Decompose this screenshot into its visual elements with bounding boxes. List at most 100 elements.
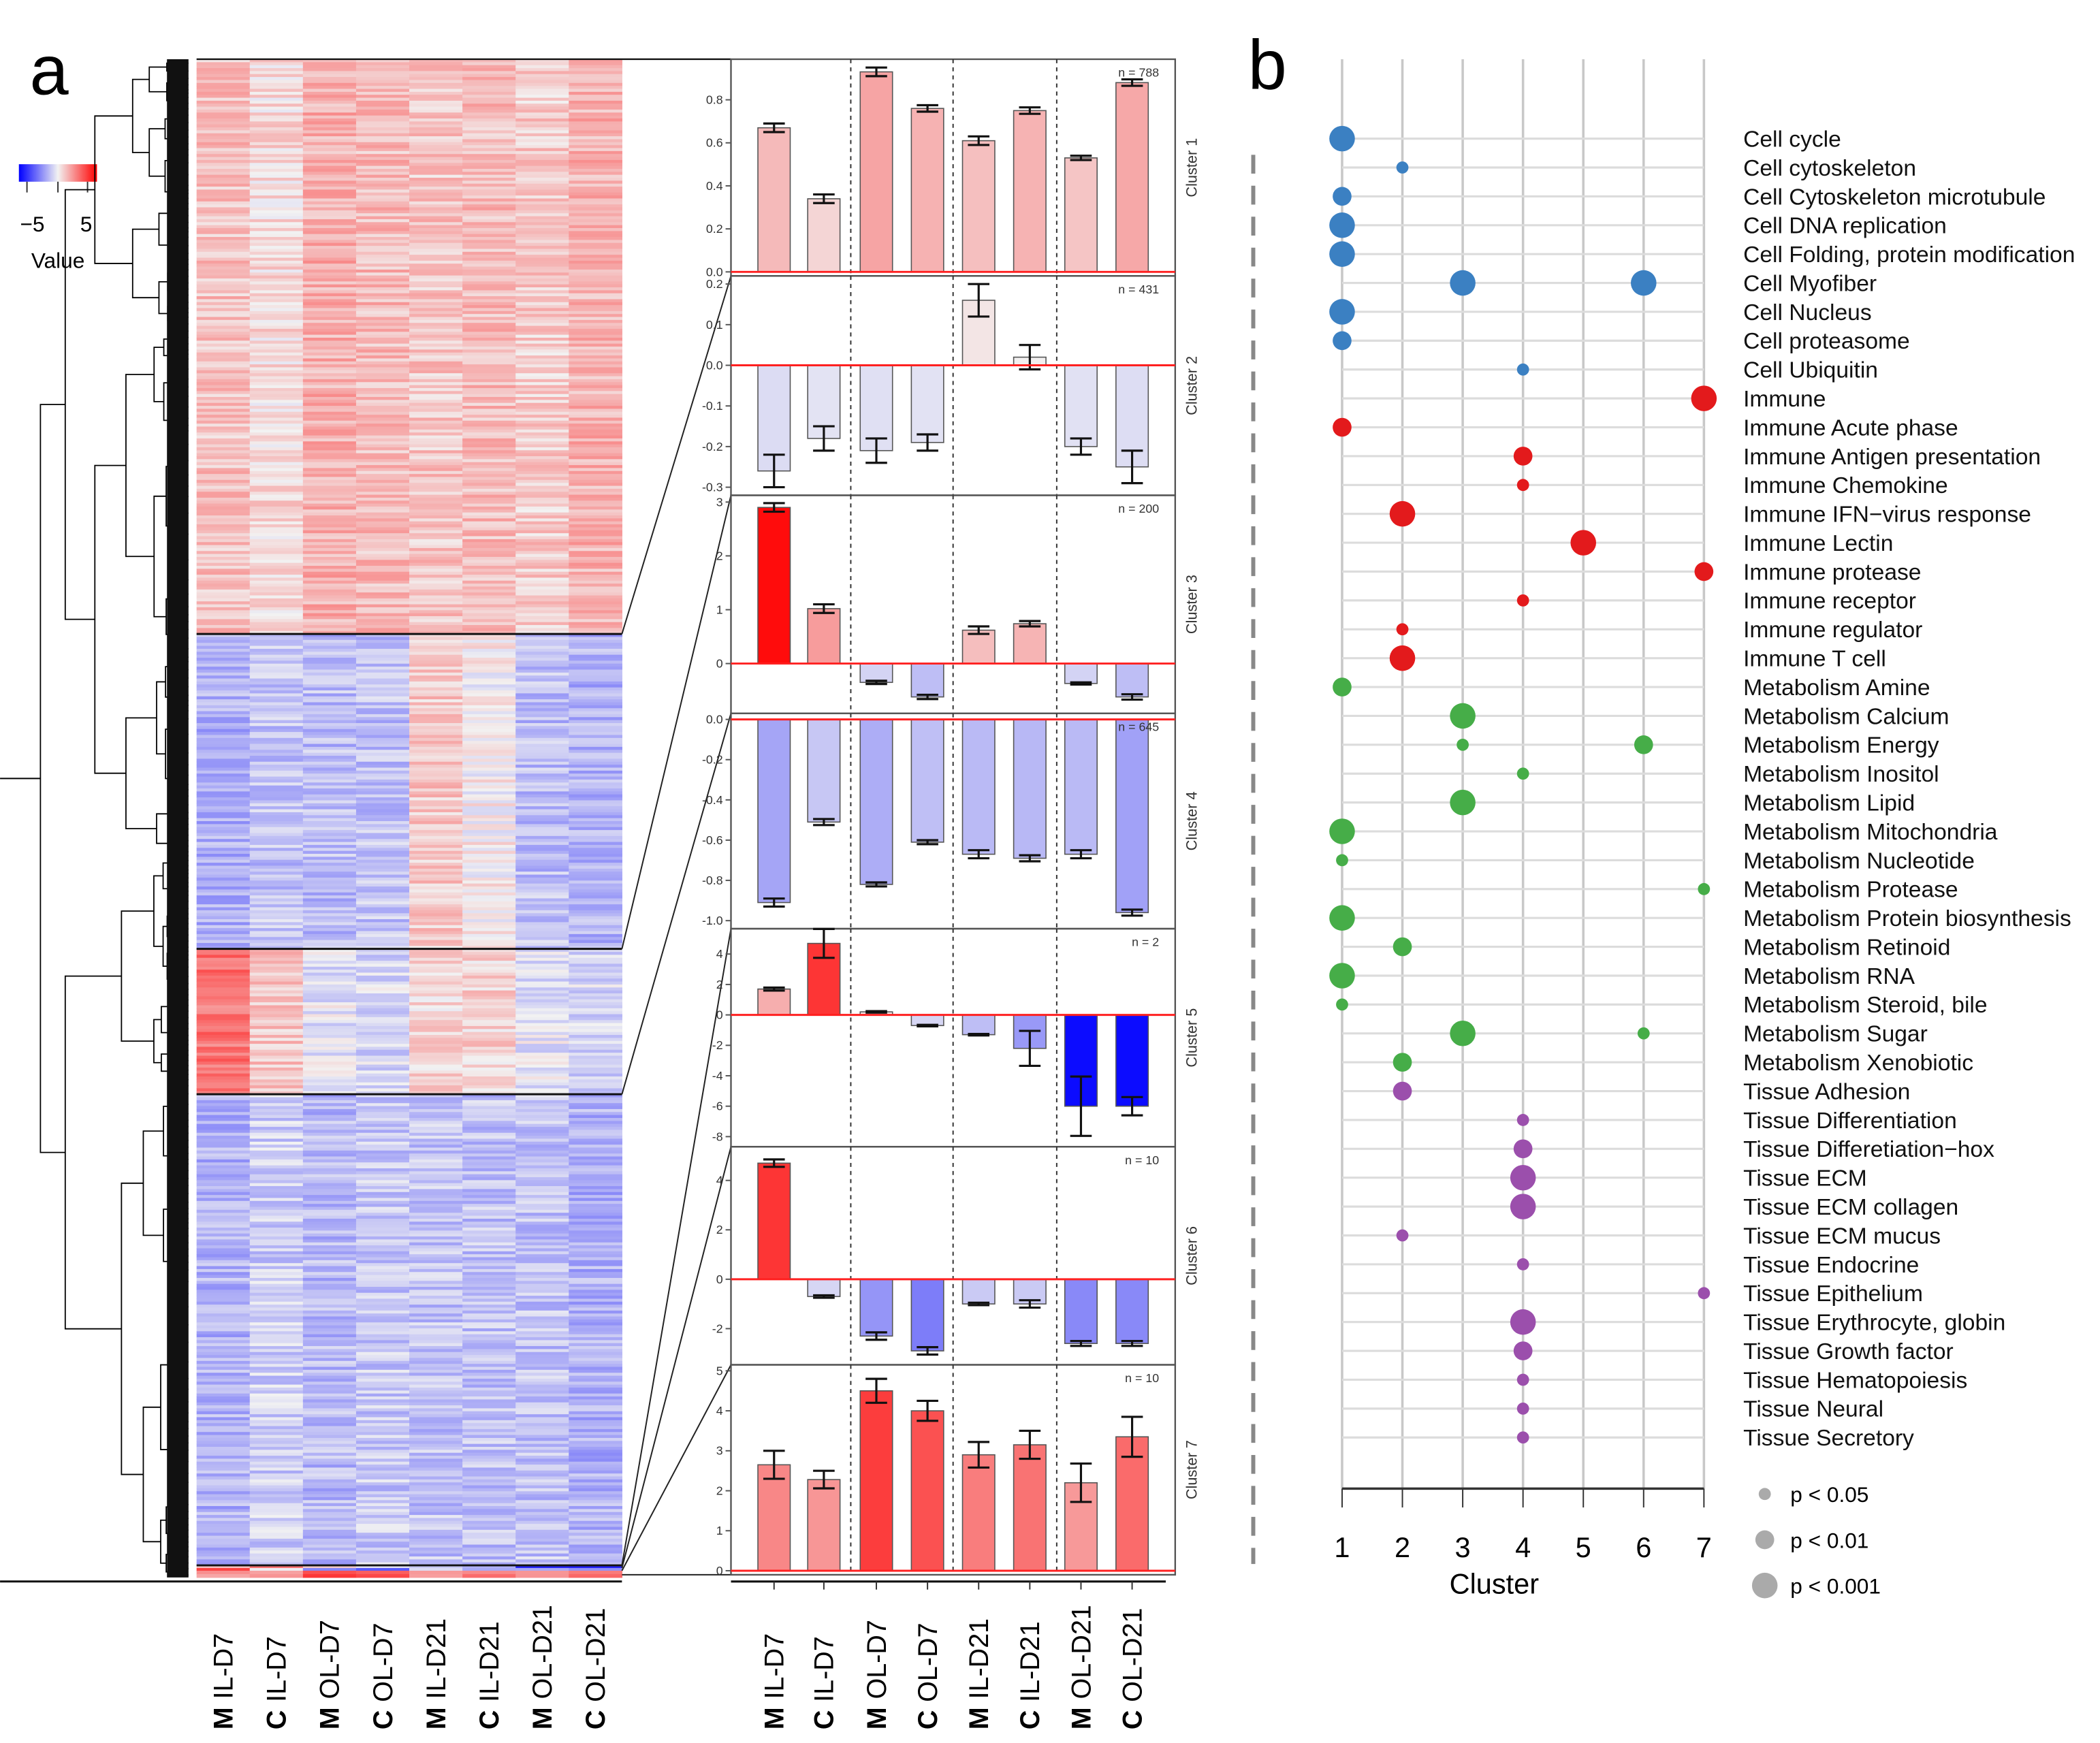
- heatmap-cell: [462, 62, 516, 66]
- heatmap-cell: [569, 91, 622, 95]
- heatmap-cell: [249, 263, 304, 268]
- heatmap-cell: [515, 1399, 569, 1403]
- heatmap-cell: [409, 761, 463, 765]
- heatmap-cell: [462, 1443, 516, 1448]
- heatmap-cell: [409, 652, 463, 656]
- heatmap-cell: [409, 1209, 463, 1213]
- heatmap-cell: [462, 1405, 516, 1409]
- bar: [910, 662, 944, 698]
- heatmap-cell: [196, 729, 251, 733]
- heatmap-cell: [355, 1426, 410, 1430]
- heatmap-cell: [409, 417, 463, 421]
- heatmap-cell: [355, 913, 410, 917]
- heatmap-cell: [249, 952, 304, 955]
- enrichment-dot: [1510, 1194, 1536, 1219]
- heatmap-cell: [302, 886, 357, 890]
- heatmap-cell: [515, 444, 569, 448]
- heatmap-cell: [302, 940, 357, 944]
- heatmap-cell: [569, 319, 622, 323]
- heatmap-cell: [515, 1221, 569, 1226]
- heatmap-cell: [302, 82, 357, 86]
- y-tick-label: 4: [716, 1174, 723, 1187]
- heatmap-cell: [409, 441, 463, 445]
- error-bar: [813, 818, 835, 827]
- heatmap-cell: [515, 913, 569, 917]
- heatmap-cell: [196, 901, 251, 905]
- heatmap-cell: [196, 1556, 251, 1560]
- heatmap-cell: [515, 1227, 569, 1231]
- heatmap-cell: [515, 1186, 569, 1190]
- heatmap-cell: [249, 1260, 304, 1264]
- heatmap-cell: [249, 547, 304, 551]
- heatmap-cell: [302, 1355, 357, 1359]
- heatmap-cell: [355, 895, 410, 899]
- heatmap-cell: [515, 1112, 569, 1116]
- heatmap-cell: [249, 1296, 304, 1300]
- heatmap-cell: [249, 791, 304, 795]
- heatmap-cell: [569, 648, 622, 652]
- heatmap-cell: [249, 737, 304, 741]
- heatmap-cell: [302, 1103, 357, 1107]
- heatmap-cell: [462, 59, 516, 63]
- bar: [910, 1279, 944, 1352]
- heatmap-cell: [355, 385, 410, 389]
- heatmap-cell: [462, 1020, 516, 1024]
- heatmap-cell: [249, 150, 304, 155]
- heatmap-cell: [569, 1132, 622, 1136]
- heatmap-cell: [249, 1556, 304, 1560]
- heatmap-cell: [569, 1005, 622, 1009]
- heatmap-cell: [355, 1450, 410, 1454]
- heatmap-cell: [569, 1070, 622, 1074]
- heatmap-cell: [462, 1369, 516, 1373]
- heatmap-cell: [249, 394, 304, 398]
- heatmap-cell: [355, 420, 410, 424]
- heatmap-cell: [302, 456, 357, 460]
- heatmap-cell: [462, 1547, 516, 1551]
- heatmap-cell: [355, 183, 410, 187]
- heatmap-cell: [515, 332, 569, 336]
- heatmap-cell: [196, 1141, 251, 1145]
- heatmap-cell: [302, 1479, 357, 1483]
- heatmap-cell: [249, 364, 304, 368]
- heatmap-cell: [355, 249, 410, 253]
- heatmap-cell: [462, 159, 516, 163]
- heatmap-cell: [355, 1414, 410, 1418]
- heatmap-cell: [409, 746, 463, 750]
- heatmap-cell: [355, 589, 410, 593]
- heatmap-cell: [409, 916, 463, 920]
- heatmap-cell: [569, 367, 622, 371]
- heatmap-cell: [302, 1174, 357, 1178]
- heatmap-cell: [196, 732, 251, 736]
- heatmap-cell: [462, 453, 516, 457]
- heatmap-cell: [462, 1393, 516, 1397]
- heatmap-cell: [355, 681, 410, 685]
- y-tick-label: 5: [716, 1364, 723, 1377]
- heatmap-cell: [409, 130, 463, 134]
- heatmap-cell: [515, 1322, 569, 1326]
- heatmap-cell: [355, 1352, 410, 1356]
- heatmap-cell: [409, 705, 463, 709]
- heatmap-cell: [409, 325, 463, 330]
- heatmap-cell: [515, 925, 569, 929]
- heatmap-cell: [462, 560, 516, 564]
- y-tick-label: -0.8: [702, 874, 723, 887]
- heatmap-cell: [569, 1023, 622, 1027]
- heatmap-cell: [569, 830, 622, 834]
- heatmap-cell: [355, 1287, 410, 1290]
- heatmap-cell: [249, 210, 304, 214]
- heatmap-cell: [515, 139, 569, 143]
- heatmap-cell: [462, 592, 516, 596]
- heatmap-cell: [462, 940, 516, 944]
- heatmap-cell: [355, 743, 410, 748]
- heatmap-cell: [462, 658, 516, 661]
- heatmap-cell: [462, 800, 516, 804]
- heatmap-cell: [302, 830, 357, 834]
- heatmap-cell: [249, 127, 304, 131]
- heatmap-cell: [462, 447, 516, 451]
- heatmap-cell: [515, 1023, 569, 1027]
- heatmap-cell: [462, 571, 516, 575]
- heatmap-cell: [462, 1268, 516, 1273]
- heatmap-cell: [249, 1573, 304, 1578]
